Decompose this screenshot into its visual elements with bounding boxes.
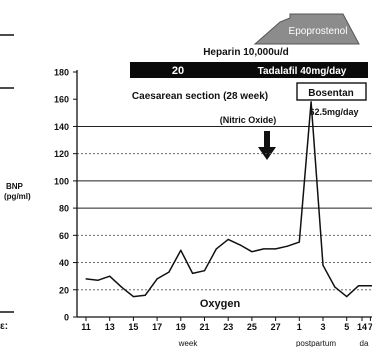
bnp-data-point	[120, 286, 123, 288]
bosentan-label: Bosentan	[308, 88, 354, 99]
x-tick-label: 27	[271, 322, 281, 332]
bnp-data-point	[263, 248, 265, 250]
bnp-data-point	[322, 264, 324, 266]
bnp-data-point	[286, 245, 289, 247]
y-tick-label: 180	[54, 68, 69, 78]
bnp-data-point	[144, 294, 146, 296]
bnp-data-point	[369, 285, 371, 287]
bnp-data-point	[298, 241, 300, 243]
left-edge-fragment: ε:	[0, 321, 8, 332]
y-tick-label: 60	[59, 231, 69, 241]
bnp-data-point	[132, 295, 134, 298]
x-axis-label-week: week	[178, 339, 199, 347]
bnp-data-point	[346, 295, 348, 298]
x-tick-label: 5	[344, 322, 349, 332]
y-axis-title-line1: BNP	[6, 182, 24, 191]
bnp-data-point	[180, 249, 182, 251]
bnp-data-point	[109, 275, 111, 277]
bnp-data-point	[357, 285, 360, 287]
bnp-data-point	[227, 238, 229, 241]
x-tick-label: 17	[152, 322, 162, 332]
bnp-data-point	[334, 286, 336, 288]
x-tick-label: 1	[297, 322, 302, 332]
bnp-data-point	[203, 270, 206, 272]
bnp-data-point	[192, 272, 194, 275]
x-tick-label: 11	[81, 322, 91, 332]
heparin-label: Heparin 10,000u/d	[203, 47, 289, 58]
x-tick-label: 3	[320, 322, 325, 332]
bnp-data-point	[239, 244, 241, 246]
bosentan-dose: 62.5mg/day	[309, 107, 358, 117]
x-tick-label: 19	[176, 322, 186, 332]
nitric-oxide-label: (Nitric Oxide)	[220, 115, 277, 125]
x-tick-label: 7	[368, 322, 372, 332]
bnp-data-point	[215, 248, 217, 250]
bnp-series-line	[85, 101, 372, 298]
y-axis-title-line2: (pg/ml)	[4, 192, 31, 201]
heparin-bar	[130, 62, 368, 78]
x-tick-label: 14	[357, 322, 367, 332]
x-axis-label-day: da	[360, 339, 369, 347]
y-tick-label: 100	[54, 176, 69, 186]
x-tick-label: 21	[199, 322, 209, 332]
x-tick-label: 23	[223, 322, 233, 332]
bnp-data-point	[275, 248, 277, 250]
epoprostenol-bar	[253, 13, 360, 45]
oxygen-label: Oxygen	[200, 298, 241, 310]
bosentan-box	[296, 82, 367, 101]
y-tick-label: 120	[54, 149, 69, 159]
x-tick-label: 25	[247, 322, 257, 332]
y-tick-label: 0	[64, 313, 69, 323]
epoprostenol-label: Epoprostenol	[289, 26, 348, 37]
caesarean-label: Caesarean section (28 week)	[132, 91, 268, 102]
bnp-data-point	[168, 271, 170, 273]
x-tick-label: 15	[128, 322, 138, 332]
x-axis-label-postpartum: postpartum	[296, 339, 336, 347]
bnp-data-point	[85, 278, 87, 280]
y-tick-label: 160	[54, 95, 69, 105]
bnp-data-point	[251, 251, 253, 253]
y-tick-label: 140	[54, 122, 69, 132]
y-tick-label: 20	[59, 285, 69, 295]
bnp-data-point	[310, 101, 312, 103]
bnp-data-point	[97, 279, 99, 281]
down-arrow	[258, 131, 276, 160]
bnp-data-point	[156, 278, 158, 280]
x-tick-label: 13	[105, 322, 115, 332]
tadalafil-label: Tadalafil 40mg/day	[258, 66, 347, 77]
y-tick-label: 40	[59, 258, 69, 268]
y-tick-label: 80	[59, 204, 69, 214]
heparin-bar-value: 20	[172, 65, 184, 77]
